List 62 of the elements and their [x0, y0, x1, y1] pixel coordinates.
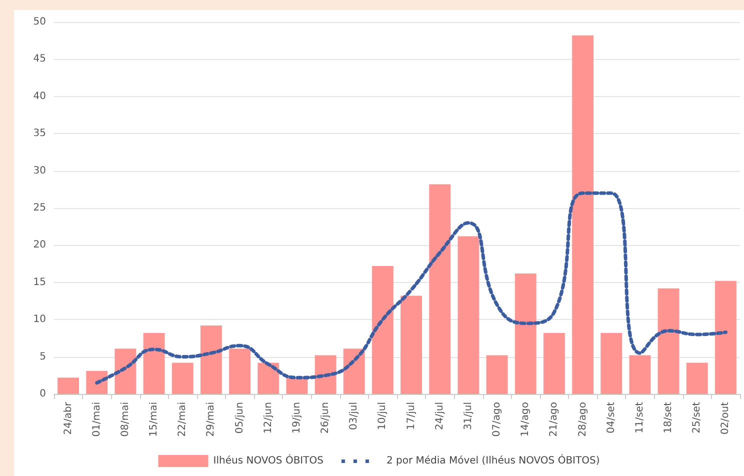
line-series — [95, 191, 728, 385]
x-tick-label: 10/jul — [377, 402, 388, 430]
legend-label: 2 por Média Móvel (Ilhéus NOVOS ÓBITOS) — [386, 454, 600, 466]
bar — [658, 288, 680, 394]
bar — [686, 362, 708, 394]
y-tick-label: 10 — [33, 314, 46, 326]
bar — [314, 355, 336, 394]
x-tick-label: 14/ago — [520, 402, 532, 437]
bar — [143, 332, 165, 394]
x-tick-label: 24/abr — [62, 401, 74, 435]
bar — [486, 355, 508, 394]
bar — [114, 348, 136, 394]
bar — [572, 35, 594, 394]
bar — [514, 273, 536, 394]
y-tick-label: 0 — [40, 388, 46, 400]
bar — [429, 184, 451, 394]
x-tick-label: 08/mai — [120, 402, 131, 437]
y-tick-label: 40 — [33, 90, 46, 102]
x-tick-label: 29/mai — [206, 402, 217, 437]
y-tick-label: 45 — [33, 54, 46, 65]
bar — [86, 370, 108, 394]
y-tick-label: 20 — [33, 240, 46, 251]
bar — [600, 332, 622, 394]
bar — [543, 332, 565, 394]
x-tick-label: 12/jun — [262, 402, 274, 434]
bar — [200, 326, 222, 394]
x-tick-label: 15/mai — [148, 402, 160, 437]
bar — [58, 378, 80, 394]
x-tick-label: 26/jun — [320, 402, 332, 434]
bar — [629, 355, 651, 394]
x-tick-label: 18/set — [663, 402, 674, 434]
bar — [229, 348, 251, 394]
bar — [286, 378, 308, 394]
y-tick-label: 35 — [33, 128, 46, 140]
x-tick-label: 03/jul — [348, 402, 360, 430]
x-tick-label: 04/set — [606, 402, 617, 434]
x-tick-label: 28/ago — [577, 402, 588, 437]
x-tick-label: 25/set — [692, 402, 703, 434]
bar — [458, 236, 480, 394]
x-tick-label: 05/jun — [234, 402, 246, 434]
x-tick-label: 11/set — [634, 402, 646, 434]
y-tick-label: 50 — [33, 16, 46, 28]
x-tick-label: 19/jun — [291, 402, 302, 434]
x-tick-label: 17/jul — [406, 402, 417, 430]
y-tick-label: 5 — [40, 351, 46, 362]
bar — [372, 266, 394, 394]
y-tick-label: 25 — [33, 202, 46, 214]
legend-label: Ilhéus NOVOS ÓBITOS — [213, 454, 324, 466]
x-tick-label: 31/jul — [462, 402, 474, 430]
x-tick-label: 01/mai — [91, 402, 102, 437]
bar — [714, 280, 736, 394]
bar — [258, 362, 280, 394]
x-tick-label: 02/out — [720, 402, 732, 434]
bar — [343, 348, 365, 394]
x-tick-label: 07/ago — [492, 402, 503, 437]
x-tick-label: 22/mai — [177, 402, 188, 437]
x-tick-label: 21/ago — [548, 402, 560, 437]
x-tick-label: 24/jul — [434, 402, 446, 430]
y-tick-label: 15 — [33, 276, 46, 288]
y-tick-label: 30 — [33, 165, 46, 176]
bar — [400, 296, 422, 394]
bar — [172, 362, 194, 394]
